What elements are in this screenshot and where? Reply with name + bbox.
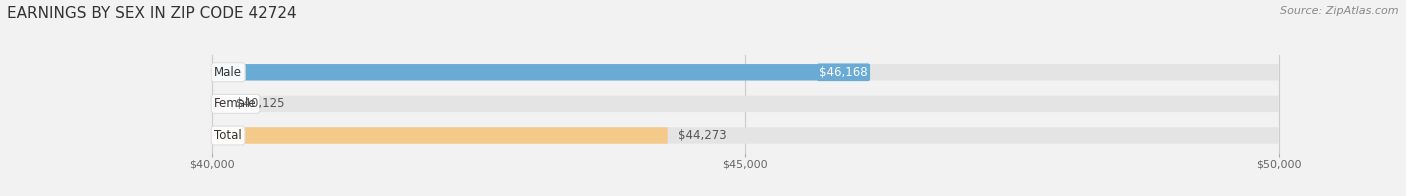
FancyBboxPatch shape (212, 64, 870, 81)
Text: EARNINGS BY SEX IN ZIP CODE 42724: EARNINGS BY SEX IN ZIP CODE 42724 (7, 6, 297, 21)
Text: Female: Female (214, 97, 257, 110)
FancyBboxPatch shape (212, 127, 1278, 144)
Text: Total: Total (214, 129, 242, 142)
Text: Male: Male (214, 66, 242, 79)
FancyBboxPatch shape (212, 96, 225, 112)
Text: $44,273: $44,273 (679, 129, 727, 142)
Text: $46,168: $46,168 (820, 66, 868, 79)
FancyBboxPatch shape (212, 64, 1278, 81)
Text: Source: ZipAtlas.com: Source: ZipAtlas.com (1281, 6, 1399, 16)
FancyBboxPatch shape (212, 127, 668, 144)
Text: $40,125: $40,125 (236, 97, 284, 110)
FancyBboxPatch shape (212, 96, 1278, 112)
